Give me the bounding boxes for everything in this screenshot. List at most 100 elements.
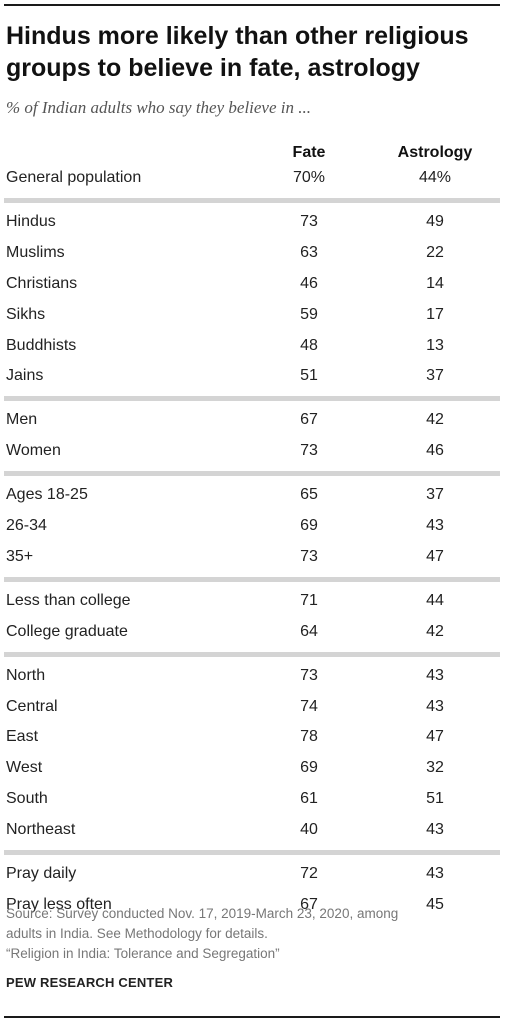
fate-value: 78 <box>300 728 318 746</box>
astrology-value: 32 <box>426 759 444 777</box>
row-label: College graduate <box>6 622 128 640</box>
source-note: Source: Survey conducted Nov. 17, 2019-M… <box>6 904 500 964</box>
row-label: East <box>6 728 39 746</box>
astrology-value: 42 <box>426 411 444 429</box>
table-row: South 61 51 <box>0 786 512 816</box>
bottom-rule <box>4 1016 500 1018</box>
table-row: Pray less often 67 45 <box>0 892 512 922</box>
group-separator <box>4 576 500 582</box>
fate-value: 65 <box>300 486 318 504</box>
row-label: Muslims <box>6 243 65 261</box>
fate-value: 73 <box>300 212 318 230</box>
title-line-2: groups to believe in fate, astrology <box>6 54 420 82</box>
table-row: West 69 32 <box>0 755 512 785</box>
astrology-value: 43 <box>426 517 444 534</box>
table-row: Buddhists 48 13 <box>0 333 512 363</box>
astrology-value: 37 <box>426 486 444 504</box>
table-row: Hindus 73 49 <box>0 209 512 239</box>
astrology-value: 43 <box>426 697 444 715</box>
row-label: Ages 18-25 <box>6 486 88 504</box>
row-label: Pray less often <box>6 895 112 913</box>
top-rule <box>4 4 500 6</box>
table-row: Sikhs 59 17 <box>0 302 512 332</box>
astrology-value: 44 <box>426 591 444 609</box>
row-label: North <box>6 666 46 684</box>
table-row: Jains 51 37 <box>0 363 512 393</box>
table-row: Pray daily 72 43 <box>0 861 512 891</box>
row-label: Men <box>6 411 38 429</box>
chart-title: Hindus more likely than other religious … <box>6 20 496 84</box>
row-label: Buddhists <box>6 336 77 354</box>
title-line-1: Hindus more likely than other religious <box>6 22 469 50</box>
astrology-value: 22 <box>426 243 444 261</box>
astrology-value: 14 <box>426 274 444 292</box>
group-separator <box>4 471 500 477</box>
table-row: East 78 47 <box>0 724 512 754</box>
fate-value: 72 <box>300 865 318 882</box>
table-row: Men 67 42 <box>0 407 512 437</box>
table-row: 35+ 73 47 <box>0 544 512 574</box>
row-label: Hindus <box>6 212 56 230</box>
fate-value: 61 <box>300 790 318 808</box>
astrology-value: 43 <box>426 821 444 839</box>
row-label: Central <box>6 697 58 715</box>
fate-value: 40 <box>300 821 318 839</box>
group-separator <box>4 396 500 402</box>
row-label: South <box>6 790 48 808</box>
fate-value: 67 <box>300 411 318 429</box>
row-label: 26-34 <box>6 517 47 534</box>
table-row: Muslims 63 22 <box>0 240 512 270</box>
group-separator <box>4 850 500 855</box>
source-line-2: adults in India. See Methodology for det… <box>6 926 268 941</box>
table-row: Christians 46 14 <box>0 271 512 301</box>
source-line-3: “Religion in India: Tolerance and Segreg… <box>6 946 280 961</box>
astrology-value: 43 <box>426 666 444 684</box>
group-separator <box>4 197 500 203</box>
table-row: College graduate 64 42 <box>0 619 512 649</box>
table-row: Women 73 46 <box>0 438 512 468</box>
table-row: Less than college 71 44 <box>0 588 512 618</box>
table-row: Ages 18-25 65 37 <box>0 482 512 512</box>
column-header-fate: Fate <box>292 144 326 161</box>
row-label: Jains <box>6 367 44 385</box>
table-row: 26-34 69 43 <box>0 513 512 543</box>
column-header-astrology: Astrology <box>397 144 473 161</box>
row-label: Northeast <box>6 821 76 839</box>
astrology-value: 51 <box>426 790 444 808</box>
fate-value: 46 <box>300 274 318 292</box>
fate-value: 73 <box>300 666 318 684</box>
row-label: Sikhs <box>6 305 46 323</box>
astrology-value: 44% <box>418 169 452 186</box>
astrology-value: 37 <box>426 367 444 385</box>
fate-value: 71 <box>300 591 318 609</box>
brand-label: PEW RESEARCH CENTER <box>6 975 174 990</box>
astrology-value: 46 <box>426 442 444 460</box>
astrology-value: 42 <box>426 622 444 640</box>
row-label: Pray daily <box>6 865 77 882</box>
astrology-value: 43 <box>426 865 444 882</box>
fate-value: 63 <box>300 243 318 261</box>
astrology-value: 49 <box>426 212 444 230</box>
fate-value: 59 <box>300 305 318 323</box>
table-row: General population 70% 44% <box>0 165 512 195</box>
table-row: North 73 43 <box>0 663 512 693</box>
fate-value: 51 <box>300 367 318 385</box>
fate-value: 73 <box>300 442 318 460</box>
table-row: Central 74 43 <box>0 694 512 724</box>
astrology-value: 45 <box>426 895 444 913</box>
astrology-value: 17 <box>426 305 444 323</box>
fate-value: 74 <box>300 697 318 715</box>
row-label: Women <box>6 442 61 460</box>
row-label: Christians <box>6 274 78 292</box>
fate-value: 69 <box>300 759 318 777</box>
row-label: Less than college <box>6 591 131 609</box>
row-label: 35+ <box>6 547 34 565</box>
fate-value: 73 <box>300 547 318 565</box>
fate-value: 69 <box>300 517 318 534</box>
astrology-value: 47 <box>426 728 444 746</box>
chart-subtitle: % of Indian adults who say they believe … <box>6 98 311 117</box>
fate-value: 70% <box>292 169 326 186</box>
astrology-value: 13 <box>426 336 444 354</box>
source-line-1: Source: Survey conducted Nov. 17, 2019-M… <box>6 906 399 921</box>
fate-value: 48 <box>300 336 318 354</box>
